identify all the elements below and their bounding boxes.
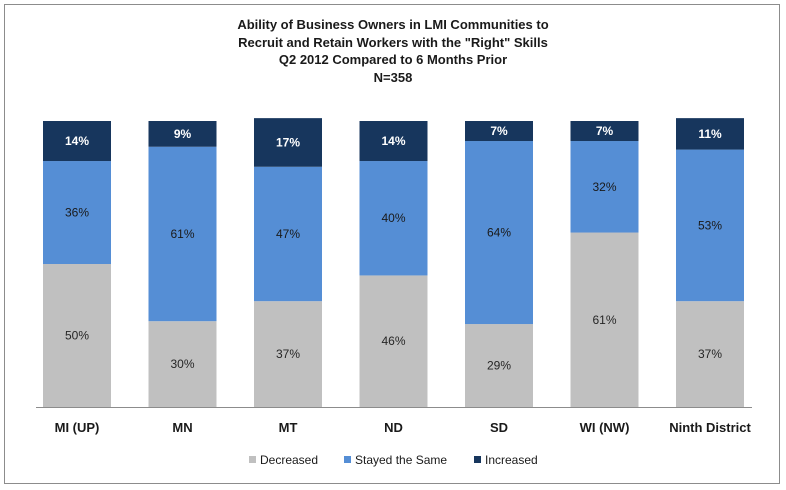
category-label-5: WI (NW) — [580, 420, 630, 435]
bar-segment-0-6 — [676, 301, 744, 407]
data-label-0-4: 29% — [487, 359, 511, 373]
chart-title-line-3: Q2 2012 Compared to 6 Months Prior — [278, 52, 508, 67]
data-label-2-5: 7% — [596, 124, 614, 138]
data-label-0-5: 61% — [592, 313, 616, 327]
data-label-1-2: 47% — [276, 227, 300, 241]
bar-segment-0-0 — [43, 264, 111, 407]
data-label-0-2: 37% — [276, 347, 300, 361]
bar-segment-2-1 — [148, 121, 217, 147]
bar-segment-2-3 — [359, 121, 428, 162]
bar-segment-1-4 — [465, 141, 533, 325]
bar-segment-0-1 — [148, 321, 217, 407]
bar-segment-1-6 — [676, 149, 744, 302]
data-label-2-4: 7% — [490, 124, 508, 138]
data-label-1-1: 61% — [170, 227, 194, 241]
category-label-1: MN — [172, 420, 192, 435]
data-label-1-5: 32% — [592, 180, 616, 194]
bar-segment-0-2 — [254, 301, 322, 407]
data-label-1-4: 64% — [487, 226, 511, 240]
data-label-0-3: 46% — [381, 334, 405, 348]
bar-segment-1-0 — [43, 161, 111, 264]
bar-segment-0-4 — [465, 324, 533, 407]
bar-segment-1-5 — [570, 141, 639, 233]
bar-segment-2-2 — [254, 118, 322, 167]
data-label-1-0: 36% — [65, 206, 89, 220]
legend-label-0: Decreased — [260, 453, 318, 467]
data-label-2-3: 14% — [381, 134, 405, 148]
data-label-2-2: 17% — [276, 135, 300, 149]
category-label-3: ND — [384, 420, 403, 435]
bar-segment-2-6 — [676, 118, 744, 150]
legend-swatch-0 — [249, 456, 256, 463]
bar-segment-0-3 — [359, 275, 428, 407]
bar-segment-2-4 — [465, 121, 533, 142]
legend-label-2: Increased — [485, 453, 538, 467]
bar-segment-1-3 — [359, 161, 428, 276]
chart-title-line-4: N=358 — [373, 69, 413, 85]
data-label-2-0: 14% — [65, 134, 89, 148]
legend-swatch-1 — [344, 456, 351, 463]
category-label-0: MI (UP) — [55, 420, 100, 435]
data-label-2-1: 9% — [174, 127, 192, 141]
legend-swatch-2 — [474, 456, 481, 463]
bar-segment-1-2 — [254, 166, 322, 302]
category-label-2: MT — [279, 420, 298, 435]
data-label-0-1: 30% — [170, 357, 194, 371]
chart-title-line-2: Recruit and Retain Workers with the "Rig… — [238, 34, 548, 50]
category-label-6: Ninth District — [669, 420, 751, 435]
data-label-0-0: 50% — [65, 329, 89, 343]
bar-segment-1-1 — [148, 146, 217, 322]
legend-label-1: Stayed the Same — [355, 453, 447, 467]
data-label-1-6: 53% — [698, 218, 722, 232]
bar-segment-0-5 — [570, 232, 639, 407]
category-label-4: SD — [490, 420, 508, 435]
data-label-0-6: 37% — [698, 347, 722, 361]
bar-segment-2-0 — [43, 121, 111, 162]
data-label-1-3: 40% — [381, 211, 405, 225]
bar-segment-2-5 — [570, 121, 639, 142]
data-label-2-6: 11% — [698, 127, 722, 141]
chart-title: Ability of Business Owners in LMI Commun… — [0, 16, 786, 86]
chart-title-line-1: Ability of Business Owners in LMI Commun… — [237, 17, 549, 32]
